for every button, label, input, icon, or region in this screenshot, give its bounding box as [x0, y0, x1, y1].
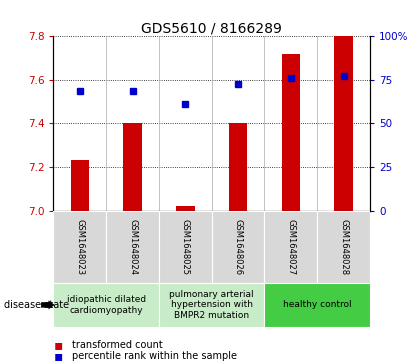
Text: percentile rank within the sample: percentile rank within the sample — [72, 351, 237, 361]
Bar — [71, 160, 89, 211]
Text: healthy control: healthy control — [283, 301, 351, 309]
Text: GSM1648024: GSM1648024 — [128, 219, 137, 275]
Bar — [53, 211, 106, 283]
Text: ▪: ▪ — [53, 349, 63, 363]
Bar — [264, 283, 370, 327]
Bar — [159, 211, 212, 283]
Bar — [159, 283, 264, 327]
Bar — [212, 211, 264, 283]
Text: GSM1648026: GSM1648026 — [233, 219, 242, 275]
Bar — [53, 283, 159, 327]
Bar — [106, 211, 159, 283]
Text: transformed count: transformed count — [72, 340, 163, 350]
Bar — [176, 206, 194, 211]
Text: pulmonary arterial
hypertension with
BMPR2 mutation: pulmonary arterial hypertension with BMP… — [169, 290, 254, 320]
Bar — [264, 211, 317, 283]
Text: GSM1648027: GSM1648027 — [286, 219, 295, 275]
Text: idiopathic dilated
cardiomyopathy: idiopathic dilated cardiomyopathy — [67, 295, 146, 315]
Text: disease state: disease state — [4, 300, 69, 310]
Bar — [317, 211, 370, 283]
Title: GDS5610 / 8166289: GDS5610 / 8166289 — [141, 21, 282, 35]
Text: GSM1648025: GSM1648025 — [181, 219, 190, 275]
Text: GSM1648028: GSM1648028 — [339, 219, 348, 275]
Text: ▪: ▪ — [53, 338, 63, 352]
Text: GSM1648023: GSM1648023 — [75, 219, 84, 275]
Bar — [282, 54, 300, 211]
Bar — [334, 36, 353, 211]
Bar — [123, 123, 142, 211]
Bar — [229, 123, 247, 211]
